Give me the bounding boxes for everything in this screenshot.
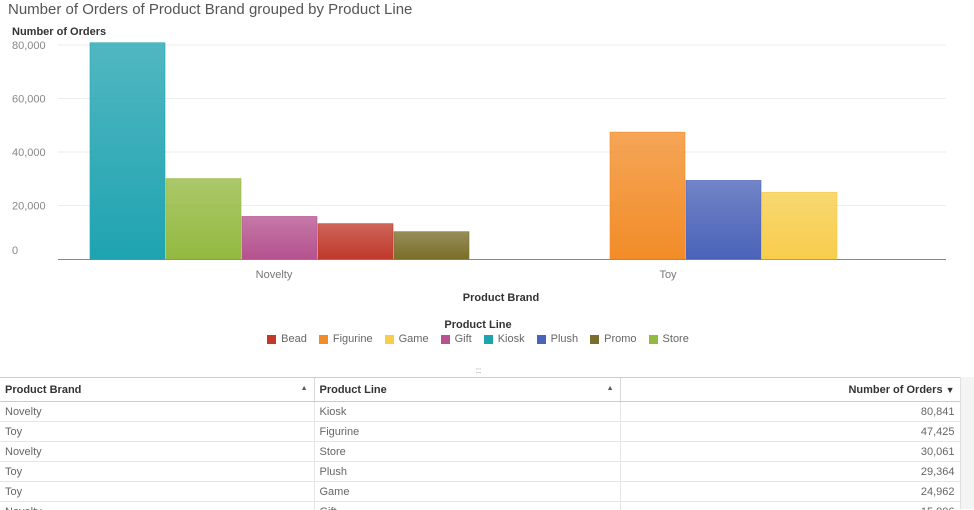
y-tick-label: 80,000 <box>12 40 46 52</box>
table-scrollbar[interactable] <box>960 377 974 509</box>
y-tick-label: 60,000 <box>12 94 46 106</box>
cell-product-brand: Toy <box>0 462 314 482</box>
y-tick-label: 20,000 <box>12 201 46 213</box>
legend-item-gift[interactable]: Gift <box>441 333 472 345</box>
legend-label: Plush <box>551 333 579 345</box>
sort-asc-icon[interactable]: ▲ <box>301 385 308 392</box>
column-header-product-line[interactable]: Product Line ▲ <box>314 378 620 402</box>
column-header-label: Number of Orders <box>848 384 942 396</box>
resize-handle[interactable]: :::: <box>470 368 486 374</box>
cell-number-of-orders: 47,425 <box>620 422 960 442</box>
column-header-label: Product Line <box>320 384 387 396</box>
legend-label: Promo <box>604 333 636 345</box>
y-tick-label: 40,000 <box>12 147 46 159</box>
legend-label: Figurine <box>333 333 373 345</box>
column-header-product-brand[interactable]: Product Brand ▲ <box>0 378 314 402</box>
bar-toy-figurine <box>610 132 685 259</box>
cell-number-of-orders: 24,962 <box>620 482 960 502</box>
legend-label: Store <box>663 333 689 345</box>
sort-asc-icon[interactable]: ▲ <box>607 385 614 392</box>
cell-product-line: Game <box>314 482 620 502</box>
legend-swatch <box>590 335 599 344</box>
legend-swatch <box>441 335 450 344</box>
cell-product-brand: Toy <box>0 482 314 502</box>
cell-number-of-orders: 30,061 <box>620 442 960 462</box>
cell-product-brand: Toy <box>0 422 314 442</box>
cell-product-brand: Novelty <box>0 402 314 422</box>
legend-item-game[interactable]: Game <box>385 333 429 345</box>
bar-novelty-bead <box>318 224 393 259</box>
y-tick-label: 0 <box>12 245 18 257</box>
cell-product-line: Store <box>314 442 620 462</box>
legend-swatch <box>649 335 658 344</box>
column-header-number-of-orders[interactable]: Number of Orders ▼ <box>620 378 960 402</box>
legend-swatch <box>484 335 493 344</box>
x-tick-label: Novelty <box>256 269 293 281</box>
bar-novelty-store <box>166 179 241 259</box>
legend-title: Product Line <box>0 319 956 331</box>
column-header-label: Product Brand <box>5 384 81 396</box>
cell-product-brand: Novelty <box>0 442 314 462</box>
cell-product-line: Figurine <box>314 422 620 442</box>
cell-number-of-orders: 29,364 <box>620 462 960 482</box>
cell-product-line: Kiosk <box>314 402 620 422</box>
bar-novelty-promo <box>394 232 469 259</box>
legend-swatch <box>319 335 328 344</box>
legend-item-store[interactable]: Store <box>649 333 689 345</box>
legend-swatch <box>537 335 546 344</box>
legend-item-bead[interactable]: Bead <box>267 333 307 345</box>
legend-item-kiosk[interactable]: Kiosk <box>484 333 525 345</box>
legend-label: Kiosk <box>498 333 525 345</box>
bar-toy-game <box>762 192 837 259</box>
data-table: Product Brand ▲ Product Line ▲ Number of… <box>0 378 960 510</box>
cell-number-of-orders: 80,841 <box>620 402 960 422</box>
data-table-container: Product Brand ▲ Product Line ▲ Number of… <box>0 377 960 510</box>
legend-label: Bead <box>281 333 307 345</box>
legend-swatch <box>267 335 276 344</box>
table-header-row: Product Brand ▲ Product Line ▲ Number of… <box>0 378 960 402</box>
legend-item-figurine[interactable]: Figurine <box>319 333 373 345</box>
legend-swatch <box>385 335 394 344</box>
legend-item-promo[interactable]: Promo <box>590 333 636 345</box>
legend-label: Gift <box>455 333 472 345</box>
legend-item-plush[interactable]: Plush <box>537 333 579 345</box>
legend-label: Game <box>399 333 429 345</box>
x-axis-label: Product Brand <box>0 292 974 304</box>
bar-novelty-gift <box>242 216 317 259</box>
bar-novelty-kiosk <box>90 43 165 259</box>
cell-product-line: Plush <box>314 462 620 482</box>
legend: Bead Figurine Game Gift Kiosk Plush Promo Store <box>0 333 956 345</box>
x-tick-label: Toy <box>659 269 677 281</box>
bar-chart: 0 20,000 40,000 60,000 80,000 Novelty Toy <box>0 0 974 300</box>
bar-toy-plush <box>686 180 761 259</box>
sort-desc-icon[interactable]: ▼ <box>946 385 955 395</box>
